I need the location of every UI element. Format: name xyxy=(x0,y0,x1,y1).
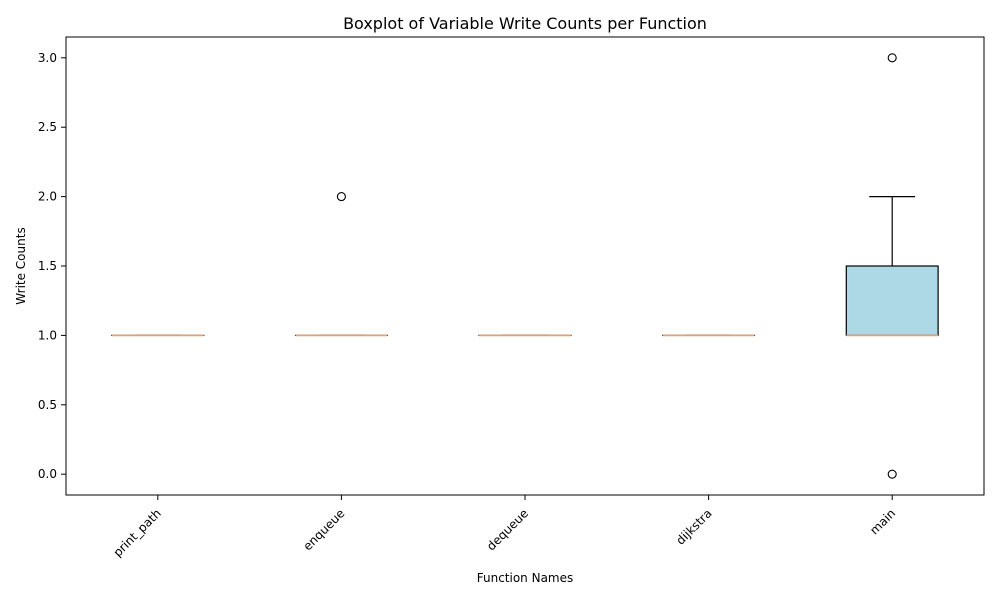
y-axis-label: Write Counts xyxy=(14,227,28,304)
outlier-point xyxy=(336,192,346,202)
y-tick-label: 0.0 xyxy=(38,467,57,481)
box-enqueue xyxy=(294,192,388,337)
y-tick-label: 3.0 xyxy=(38,51,57,65)
y-tick-label: 0.5 xyxy=(38,398,57,412)
plot-area xyxy=(111,53,939,479)
outlier-point xyxy=(887,53,897,63)
chart-title: Boxplot of Variable Write Counts per Fun… xyxy=(343,14,707,33)
box-main xyxy=(845,53,939,479)
y-tick-label: 2.5 xyxy=(38,120,57,134)
y-tick-label: 2.0 xyxy=(38,190,57,204)
y-tick-label: 1.0 xyxy=(38,328,57,342)
y-tick-label: 1.5 xyxy=(38,259,57,273)
y-axis: 0.0 0.5 1.0 1.5 2.0 2.5 3.0 xyxy=(38,51,66,481)
outlier-point xyxy=(887,469,897,479)
x-axis-label: Function Names xyxy=(477,571,574,585)
box-body xyxy=(845,265,939,336)
